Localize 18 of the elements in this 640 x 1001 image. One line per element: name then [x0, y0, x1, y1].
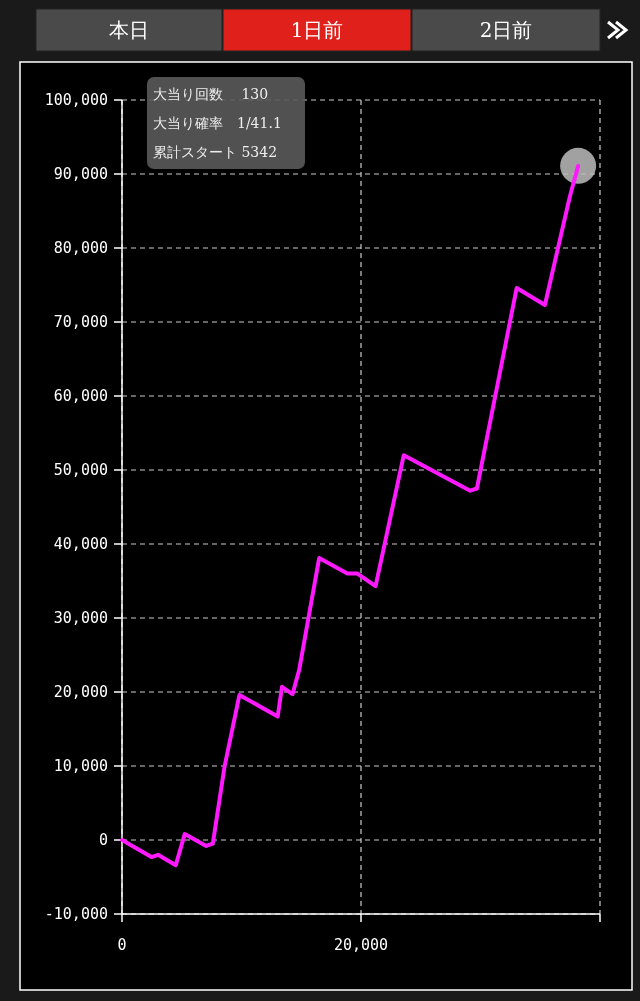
- y-tick-label: 90,000: [53, 165, 108, 183]
- y-tick-label: 100,000: [44, 91, 108, 109]
- annotation: 累計スタート 5342: [153, 144, 278, 160]
- y-tick-label: 50,000: [53, 461, 108, 479]
- text: 1日前: [290, 18, 344, 42]
- y-tick-label: 10,000: [53, 757, 108, 775]
- y-tick-label: 70,000: [53, 313, 108, 331]
- annotation: 大当り確率 1/41.1: [153, 115, 282, 131]
- text: 2日前: [479, 18, 533, 42]
- annotation: 大当り回数 130: [153, 86, 269, 102]
- y-tick-label: 20,000: [53, 683, 108, 701]
- y-tick-label: 0: [98, 831, 108, 849]
- y-tick-label: 30,000: [53, 609, 108, 627]
- y-tick-label: 80,000: [53, 239, 108, 257]
- y-tick-label: -10,000: [44, 905, 108, 923]
- text: 本日: [109, 18, 149, 42]
- y-tick-label: 40,000: [53, 535, 108, 553]
- y-tick-label: 60,000: [53, 387, 108, 405]
